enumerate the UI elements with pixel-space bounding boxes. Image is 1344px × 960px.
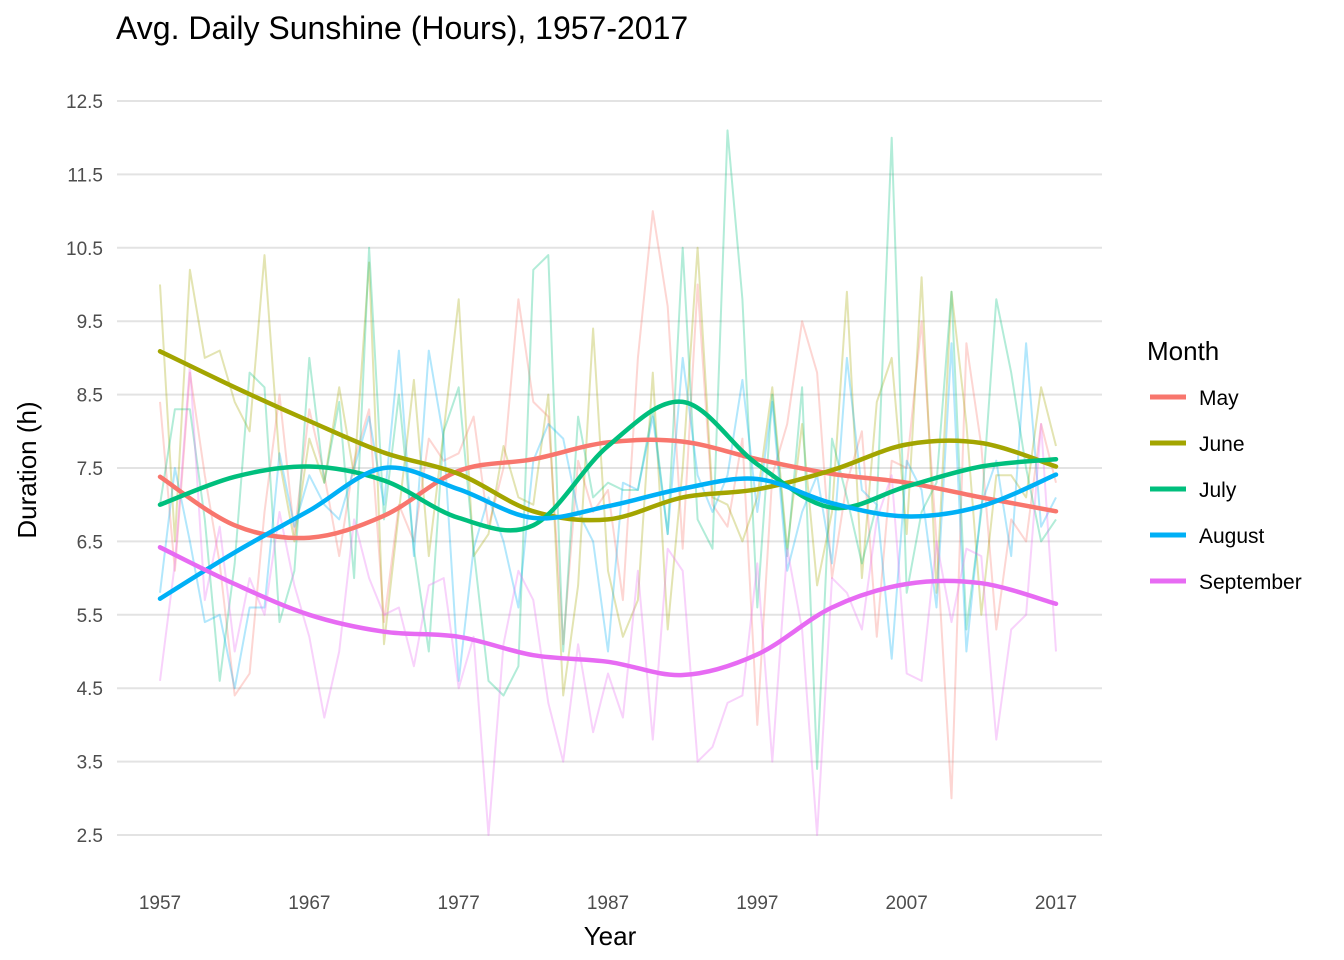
x-tick-label: 2007 <box>886 893 928 914</box>
y-tick-label: 9.5 <box>77 312 103 333</box>
raw-line-august <box>159 342 1057 690</box>
y-tick-label: 12.5 <box>66 92 103 113</box>
x-tick-label: 1977 <box>438 893 480 914</box>
smooth-line-may <box>157 437 1059 541</box>
raw-series-lines <box>159 129 1057 836</box>
raw-line-june <box>159 246 1057 697</box>
raw-line-july <box>159 129 1057 770</box>
legend-title: Month <box>1147 336 1219 366</box>
legend-label-june: June <box>1199 433 1245 456</box>
smooth-line-september <box>157 545 1059 678</box>
smooth-line-august <box>157 465 1059 601</box>
legend: Month May June July August September <box>1147 336 1302 594</box>
y-tick-label: 11.5 <box>67 165 103 186</box>
y-tick-label: 5.5 <box>77 606 103 627</box>
y-tick-label: 4.5 <box>77 679 103 700</box>
legend-label-may: May <box>1199 387 1239 410</box>
x-tick-label: 2017 <box>1035 893 1077 914</box>
x-tick-label: 1997 <box>736 893 778 914</box>
y-tick-label: 10.5 <box>66 239 103 260</box>
legend-label-september: September <box>1199 571 1302 594</box>
legend-label-august: August <box>1199 525 1265 548</box>
x-axis-ticks: 1957 1967 1977 1987 1997 2007 2017 <box>139 893 1077 914</box>
y-tick-label: 3.5 <box>77 753 103 774</box>
y-tick-label: 2.5 <box>77 826 103 847</box>
y-axis-title: Duration (h) <box>12 401 42 538</box>
smoothed-series-lines <box>157 349 1059 678</box>
chart-title: Avg. Daily Sunshine (Hours), 1957-2017 <box>116 10 688 46</box>
raw-line-may <box>159 210 1057 800</box>
x-tick-label: 1957 <box>139 893 181 914</box>
x-axis-title: Year <box>584 921 637 951</box>
x-tick-label: 1967 <box>288 893 330 914</box>
x-tick-label: 1987 <box>587 893 629 914</box>
y-tick-label: 6.5 <box>77 532 103 553</box>
y-tick-label: 7.5 <box>77 459 103 480</box>
smooth-line-july <box>157 399 1059 533</box>
smooth-line-june <box>157 349 1059 523</box>
raw-line-september <box>159 364 1057 836</box>
y-tick-label: 8.5 <box>77 386 103 407</box>
legend-label-july: July <box>1199 479 1237 502</box>
y-axis-ticks: 2.5 3.5 4.5 5.5 6.5 7.5 8.5 9.5 10.5 11.5 12.5 <box>66 92 103 847</box>
